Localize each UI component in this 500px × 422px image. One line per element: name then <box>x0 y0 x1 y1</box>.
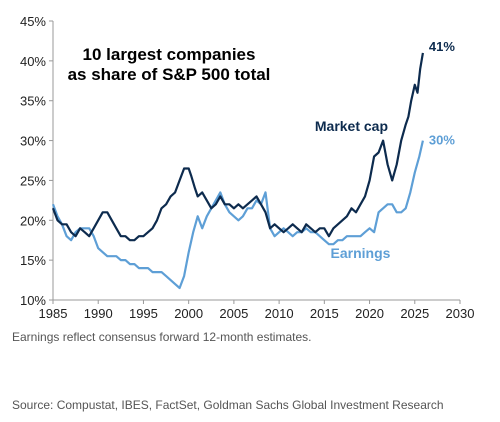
x-tick-label: 2025 <box>400 306 429 321</box>
series-line-market-cap <box>51 52 424 242</box>
series-annotation-market-cap: Market cap <box>315 118 388 134</box>
x-tick-label: 2010 <box>265 306 294 321</box>
x-tick-label: 2000 <box>174 306 203 321</box>
y-tick-label: 30% <box>20 134 46 149</box>
chart-title-line-2: as share of S&P 500 total <box>68 65 271 84</box>
chart: 10% 15% 20% 25% 30% 35% 40% 45% 1985 1990 1995 2000… <box>20 14 474 321</box>
series-lines <box>51 52 424 290</box>
series-annotation-earnings: Earnings <box>331 245 391 261</box>
axes: 10% 15% 20% 25% 30% 35% 40% 45% 1985 1990 1995 2000… <box>20 14 474 321</box>
y-tick-label: 35% <box>20 94 46 109</box>
footnote: Earnings reflect consensus forward 12-mo… <box>12 330 312 344</box>
x-tick-label: 1995 <box>129 306 158 321</box>
y-tick-label: 40% <box>20 54 46 69</box>
x-tick-label: 2020 <box>355 306 384 321</box>
end-label-market-cap: 41% <box>429 39 455 54</box>
series-line-earnings <box>51 140 424 290</box>
chart-title-line-1: 10 largest companies <box>83 45 256 64</box>
y-tick-label: 15% <box>20 253 46 268</box>
end-label-earnings: 30% <box>429 133 455 148</box>
x-tick-label: 2030 <box>446 306 475 321</box>
y-tick-label: 25% <box>20 173 46 188</box>
x-tick-label: 1990 <box>84 306 113 321</box>
x-tick-label: 2005 <box>219 306 248 321</box>
x-tick-label: 1985 <box>39 306 68 321</box>
y-tick-label: 10% <box>20 293 46 308</box>
source-note: Source: Compustat, IBES, FactSet, Goldma… <box>12 398 444 412</box>
x-tick-label: 2015 <box>310 306 339 321</box>
y-tick-label: 45% <box>20 14 46 29</box>
y-tick-label: 20% <box>20 213 46 228</box>
labels: 41% 30% Market cap Earnings <box>315 39 455 261</box>
